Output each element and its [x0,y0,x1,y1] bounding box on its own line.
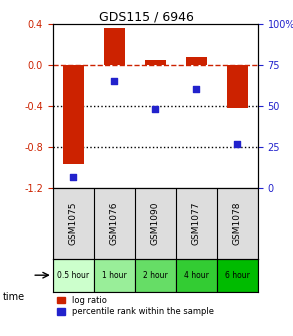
Bar [186,57,207,65]
Bar [63,65,84,165]
Text: time: time [3,292,25,302]
Point [153,107,158,112]
Text: 4 hour: 4 hour [184,271,209,280]
Text: GSM1078: GSM1078 [233,202,242,245]
Text: 2 hour: 2 hour [143,271,168,280]
Point [194,87,199,92]
Point [235,141,240,146]
Bar [227,65,248,108]
FancyBboxPatch shape [135,259,176,292]
Legend: log ratio, percentile rank within the sample: log ratio, percentile rank within the sa… [57,296,214,316]
FancyBboxPatch shape [53,259,94,292]
FancyBboxPatch shape [176,259,217,292]
Point [112,79,117,84]
Text: GSM1077: GSM1077 [192,202,201,245]
Text: 6 hour: 6 hour [225,271,250,280]
FancyBboxPatch shape [217,259,258,292]
Text: GSM1076: GSM1076 [110,202,119,245]
Text: 1 hour: 1 hour [102,271,127,280]
Bar [145,59,166,65]
Text: GDS115 / 6946: GDS115 / 6946 [99,10,194,23]
Text: GSM1090: GSM1090 [151,202,160,245]
Text: GSM1075: GSM1075 [69,202,78,245]
Bar [104,28,125,65]
Point [71,174,76,179]
Text: 0.5 hour: 0.5 hour [57,271,89,280]
FancyBboxPatch shape [94,259,135,292]
